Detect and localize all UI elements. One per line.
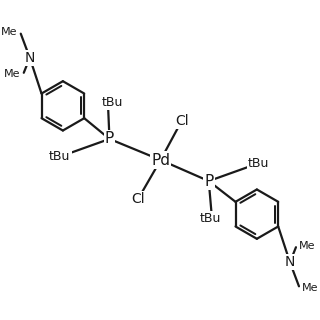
Text: N: N [25,51,35,65]
Text: Me: Me [1,27,18,37]
Text: Pd: Pd [151,153,170,167]
Text: Me: Me [299,241,316,251]
Text: tBu: tBu [49,150,70,164]
Text: tBu: tBu [248,156,269,170]
Text: tBu: tBu [102,96,123,109]
Text: Me: Me [302,283,318,293]
Text: tBu: tBu [200,212,221,225]
Text: N: N [285,255,295,269]
Text: P: P [105,132,114,147]
Text: P: P [204,173,213,188]
Text: Cl: Cl [131,192,145,206]
Text: Me: Me [4,69,21,79]
Text: Cl: Cl [175,114,188,128]
